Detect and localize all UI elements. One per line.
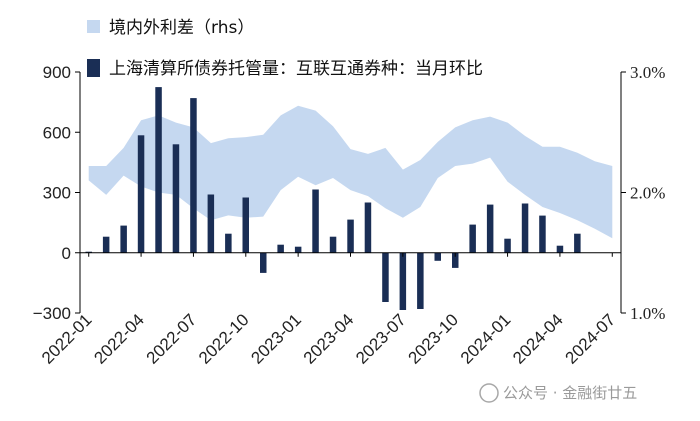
bar-2023-09: [434, 252, 441, 261]
bar-2022-10: [242, 197, 249, 253]
bar-2022-12: [277, 244, 284, 253]
x-tick-label: 2024-07: [562, 310, 620, 368]
watermark-text: 公众号 · 金融街廿五: [503, 384, 637, 402]
left-tick-label: −300: [33, 304, 71, 323]
x-tick-label: 2022-10: [195, 310, 253, 368]
bar-2023-07: [399, 252, 407, 310]
bar-2023-12: [486, 204, 494, 253]
bar-2022-08: [207, 194, 215, 253]
x-tick-label: 2022-04: [90, 310, 148, 368]
bar-2022-09: [225, 233, 232, 253]
spread-band: [88, 105, 613, 239]
bar-2022-01: [85, 251, 92, 253]
bar-2022-03: [120, 225, 127, 253]
x-tick-label: 2024-01: [457, 310, 515, 368]
x-tick-label: 2023-04: [300, 310, 358, 368]
x-tick-label: 2023-10: [404, 310, 462, 368]
bar-2023-01: [294, 246, 302, 253]
x-tick-label: 2023-01: [247, 310, 305, 368]
bar-2023-04: [347, 219, 354, 253]
bar-2022-05: [155, 87, 162, 253]
x-tick-label: 2024-04: [509, 310, 567, 368]
bar-2022-11: [260, 252, 267, 273]
left-tick-label: 0: [62, 244, 71, 263]
legend-swatch-custody: [87, 59, 100, 77]
bar-2023-08: [417, 252, 424, 309]
wechat-icon: [479, 383, 499, 403]
custody-bars: [85, 87, 581, 310]
bar-2024-04: [556, 245, 564, 253]
bar-2022-07: [190, 98, 197, 253]
bar-2022-04: [137, 135, 145, 253]
x-tick-label: 2022-07: [143, 310, 201, 368]
watermark: 公众号 · 金融街廿五: [479, 383, 637, 403]
left-tick-label: 900: [43, 63, 71, 82]
bar-2024-03: [539, 215, 546, 253]
bar-2023-05: [364, 202, 372, 253]
bar-2024-02: [521, 203, 529, 253]
right-tick-label: 2.0%: [630, 184, 665, 203]
bar-2023-10: [452, 252, 459, 268]
bar-2023-02: [312, 189, 319, 253]
legend-label-spread: 境内外利差（rhs）: [109, 18, 254, 38]
bar-2023-03: [329, 236, 337, 253]
bar-2023-06: [382, 252, 389, 302]
legend-label-custody: 上海清算所债券托管量：互联互通券种：当月环比: [109, 59, 483, 79]
right-tick-label: 3.0%: [630, 63, 665, 82]
left-tick-label: 300: [43, 184, 71, 203]
bar-2022-06: [172, 144, 180, 253]
left-tick-label: 600: [43, 123, 71, 142]
legend: 境内外利差（rhs） 上海清算所债券托管量：互联互通券种：当月环比: [87, 18, 483, 79]
right-tick-label: 1.0%: [630, 304, 665, 323]
spread-band-area: [88, 105, 613, 239]
bar-2024-01: [504, 238, 511, 253]
legend-swatch-spread: [87, 20, 100, 33]
bar-2024-05: [574, 233, 581, 253]
bar-2023-11: [469, 224, 476, 253]
bar-2022-02: [102, 236, 110, 253]
x-tick-label: 2023-07: [352, 310, 410, 368]
